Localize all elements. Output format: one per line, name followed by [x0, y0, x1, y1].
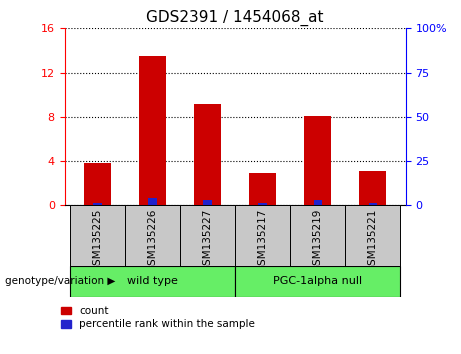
Bar	[70, 266, 235, 297]
Bar	[148, 198, 157, 205]
Bar	[203, 200, 212, 205]
Bar	[345, 205, 400, 266]
Bar	[70, 205, 125, 266]
Text: PGC-1alpha null: PGC-1alpha null	[273, 276, 362, 286]
Text: GSM135221: GSM135221	[368, 208, 378, 272]
Bar	[84, 163, 111, 205]
Bar	[235, 266, 400, 297]
Bar	[249, 173, 277, 205]
Bar	[194, 104, 221, 205]
Bar	[259, 203, 267, 205]
Text: wild type: wild type	[127, 276, 178, 286]
Title: GDS2391 / 1454068_at: GDS2391 / 1454068_at	[146, 9, 324, 25]
Text: genotype/variation ▶: genotype/variation ▶	[5, 276, 115, 286]
Bar	[359, 171, 386, 205]
Bar	[304, 116, 331, 205]
Bar	[313, 200, 322, 205]
Text: GSM135225: GSM135225	[93, 208, 102, 272]
Bar	[290, 205, 345, 266]
Bar	[235, 205, 290, 266]
Text: GSM135226: GSM135226	[148, 208, 158, 272]
Text: GSM135227: GSM135227	[202, 208, 213, 272]
Bar	[125, 205, 180, 266]
Legend: count, percentile rank within the sample: count, percentile rank within the sample	[60, 306, 255, 329]
Text: GSM135219: GSM135219	[313, 208, 323, 272]
Text: GSM135217: GSM135217	[258, 208, 268, 272]
Bar	[94, 203, 102, 205]
Bar	[139, 56, 166, 205]
Bar	[180, 205, 235, 266]
Bar	[368, 203, 377, 205]
